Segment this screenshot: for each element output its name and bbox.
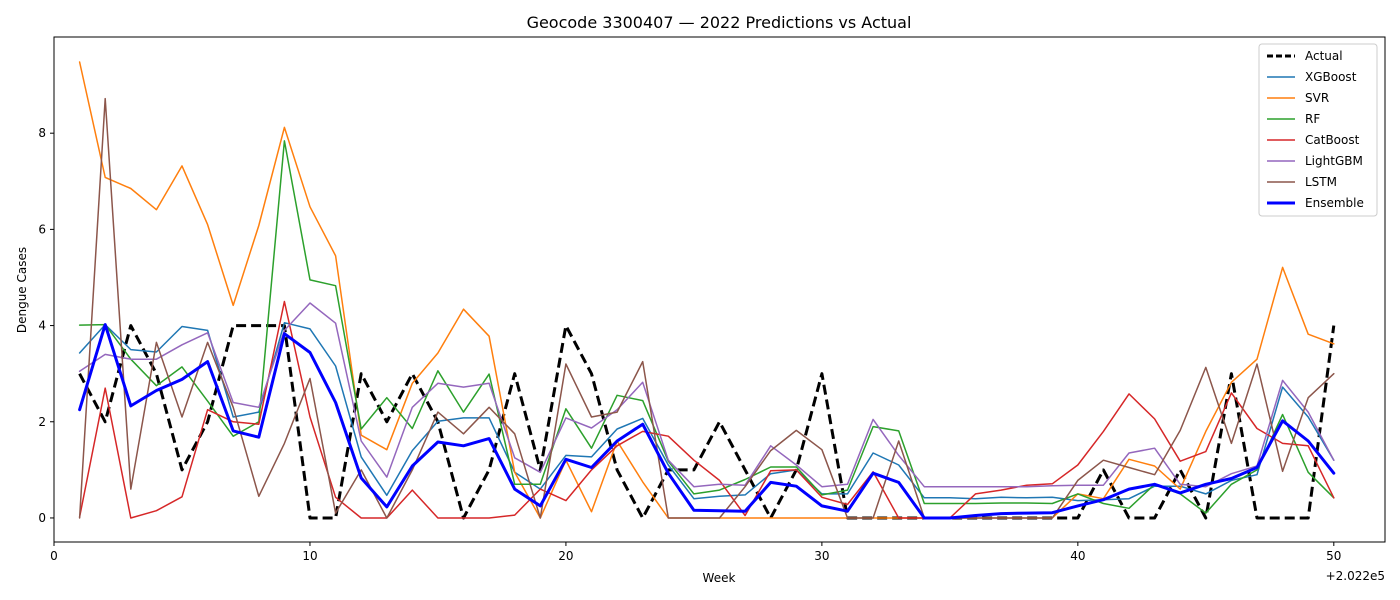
legend-label-svr: SVR [1305,91,1329,105]
plot-series [78,61,1336,520]
series-line-lstm [78,97,1335,519]
legend-label-lightgbm: LightGBM [1305,154,1363,168]
legend-label-xgboost: XGBoost [1305,70,1357,84]
x-axis: 0 10 20 30 40 50 [50,542,1341,563]
y-axis: 0 2 4 6 8 [38,126,54,525]
x-tick-label: 50 [1326,549,1341,563]
legend-label-actual: Actual [1305,49,1343,63]
y-tick-label: 8 [38,126,46,140]
y-tick-label: 6 [38,222,46,236]
legend-label-lstm: LSTM [1305,175,1337,189]
x-tick-label: 10 [302,549,317,563]
x-axis-title: Week [703,571,736,585]
y-tick-label: 0 [38,511,46,525]
chart-title: Geocode 3300407 — 2022 Predictions vs Ac… [527,13,912,32]
x-tick-label: 30 [814,549,829,563]
x-tick-label: 20 [558,549,573,563]
y-tick-label: 4 [38,319,46,333]
series-line-actual [78,324,1336,520]
series-line-rf [78,140,1335,514]
plot-frame [53,36,1386,543]
x-tick-label: 0 [50,549,58,563]
legend-box [1258,43,1378,217]
legend-label-rf: RF [1305,112,1320,126]
x-offset-label: +2.022e5 [1326,569,1385,583]
legend-label-catboost: CatBoost [1305,133,1360,147]
series-line-lightgbm [78,302,1335,488]
legend-label-ensemble: Ensemble [1305,196,1364,210]
y-tick-label: 2 [38,415,46,429]
x-tick-label: 40 [1070,549,1085,563]
series-line-catboost [78,300,1335,519]
legend: Actual XGBoost SVR RF CatBoost LightGBM LSTM En… [1258,43,1378,217]
series-line-ensemble [78,323,1336,520]
y-axis-title: Dengue Cases [15,247,29,333]
